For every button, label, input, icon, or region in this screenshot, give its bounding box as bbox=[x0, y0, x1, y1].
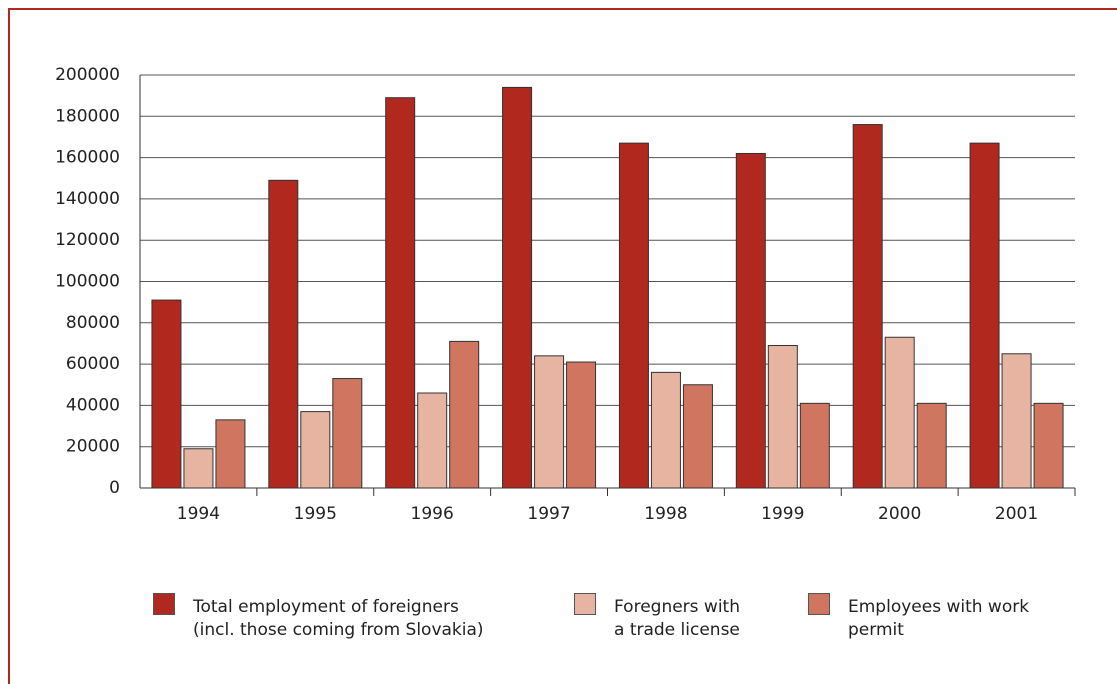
x-tick-label: 1997 bbox=[527, 504, 570, 524]
bar bbox=[300, 411, 331, 489]
y-tick-label: 160000 bbox=[55, 148, 120, 168]
x-tick-label: 2001 bbox=[995, 504, 1038, 524]
legend-swatch bbox=[574, 593, 596, 615]
bar bbox=[151, 299, 182, 489]
y-tick-label: 180000 bbox=[55, 106, 120, 126]
y-tick-label: 200000 bbox=[55, 65, 120, 85]
x-tick-label: 2000 bbox=[878, 504, 921, 524]
bar bbox=[1001, 353, 1032, 489]
y-tick-label: 80000 bbox=[66, 313, 120, 333]
x-tick-label: 1994 bbox=[177, 504, 220, 524]
bar bbox=[767, 345, 798, 489]
bar bbox=[852, 124, 883, 489]
legend-swatch bbox=[153, 593, 175, 615]
legend-label: Employees with work permit bbox=[848, 597, 1030, 640]
bar bbox=[183, 448, 214, 489]
y-tick-label: 120000 bbox=[55, 230, 120, 250]
legend-swatch bbox=[808, 593, 830, 615]
bar bbox=[916, 402, 947, 489]
bar bbox=[650, 371, 681, 489]
bar bbox=[215, 419, 246, 489]
bar bbox=[449, 340, 480, 489]
bar bbox=[502, 86, 533, 489]
bar bbox=[385, 97, 416, 489]
y-tick-label: 100000 bbox=[55, 272, 120, 292]
bar bbox=[682, 384, 713, 489]
bar bbox=[566, 361, 597, 489]
bar bbox=[534, 355, 565, 489]
bar bbox=[735, 152, 766, 489]
bar bbox=[799, 402, 830, 489]
x-tick-label: 1995 bbox=[294, 504, 337, 524]
legend-label: Foregners with a trade license bbox=[614, 597, 740, 640]
y-tick-label: 0 bbox=[109, 478, 120, 498]
bar bbox=[268, 179, 299, 489]
x-tick-label: 1999 bbox=[761, 504, 804, 524]
bar bbox=[884, 336, 915, 489]
frame bbox=[8, 8, 1117, 684]
bar bbox=[417, 392, 448, 489]
bar bbox=[969, 142, 1000, 489]
y-tick-label: 60000 bbox=[66, 354, 120, 374]
y-tick-label: 40000 bbox=[66, 395, 120, 415]
y-tick-label: 140000 bbox=[55, 189, 120, 209]
x-tick-label: 1998 bbox=[644, 504, 687, 524]
x-tick-label: 1996 bbox=[411, 504, 454, 524]
bar bbox=[618, 142, 649, 489]
bar bbox=[1033, 402, 1064, 489]
y-tick-label: 20000 bbox=[66, 437, 120, 457]
legend-label: Total employment of foreigners (incl. th… bbox=[193, 597, 484, 640]
bar bbox=[332, 378, 363, 489]
